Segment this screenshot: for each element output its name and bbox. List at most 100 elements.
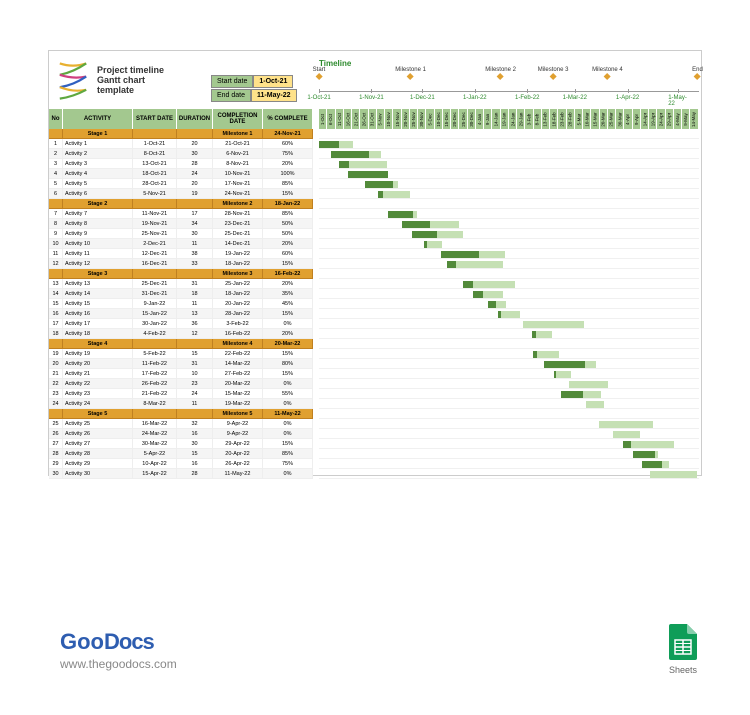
gantt-bar-bg xyxy=(498,311,520,318)
cell-no: 3 xyxy=(49,159,63,169)
stage-header-row: Stage 4Milestone 420-Mar-22 xyxy=(49,339,313,349)
cell-completion: 21-Oct-21 xyxy=(213,139,263,149)
gantt-date-col: 6-Oct xyxy=(327,109,335,129)
cell-activity: Activity 8 xyxy=(63,219,133,229)
cell-start: 17-Feb-22 xyxy=(133,369,177,379)
gantt-date-col: 10-Mar xyxy=(583,109,591,129)
gantt-bar-progress xyxy=(348,171,389,178)
timeline-milestone: Milestone 2 xyxy=(485,67,516,80)
cell-start: 16-Dec-21 xyxy=(133,259,177,269)
gantt-row xyxy=(319,289,699,299)
cell-duration: 30 xyxy=(177,229,213,239)
gantt-date-col: 28-Feb xyxy=(567,109,575,129)
gantt-date-col: 19-Apr xyxy=(649,109,657,129)
activity-row: 5Activity 528-Oct-212017-Nov-2185% xyxy=(49,179,313,189)
gantt-row xyxy=(319,259,699,269)
cell-duration: 11 xyxy=(177,399,213,409)
cell-start: 4-Feb-22 xyxy=(133,329,177,339)
cell-pct: 85% xyxy=(263,449,313,459)
activity-row: 8Activity 819-Nov-213423-Dec-2150% xyxy=(49,219,313,229)
cell-duration: 31 xyxy=(177,359,213,369)
milestone-name: Milestone 2 xyxy=(213,199,263,209)
activity-table-body: Stage 1Milestone 124-Nov-211Activity 11-… xyxy=(49,129,313,479)
cell-no: 25 xyxy=(49,419,63,429)
cell-activity: Activity 2 xyxy=(63,149,133,159)
brand-part-2: Docs xyxy=(104,629,154,654)
cell-activity: Activity 1 xyxy=(63,139,133,149)
cell-completion: 28-Jan-22 xyxy=(213,309,263,319)
cell-no: 23 xyxy=(49,389,63,399)
cell-pct: 75% xyxy=(263,459,313,469)
gantt-bar-progress xyxy=(402,221,431,228)
activity-row: 23Activity 2321-Feb-222415-Mar-2255% xyxy=(49,389,313,399)
cell-pct: 60% xyxy=(263,139,313,149)
cell-completion: 26-Apr-22 xyxy=(213,459,263,469)
cell-start: 11-Feb-22 xyxy=(133,359,177,369)
cell-pct: 15% xyxy=(263,189,313,199)
cell-duration: 17 xyxy=(177,209,213,219)
milestone-name: Milestone 1 xyxy=(213,129,263,139)
cell-duration: 13 xyxy=(177,309,213,319)
gantt-row xyxy=(319,449,699,459)
cell-duration: 23 xyxy=(177,379,213,389)
cell-activity: Activity 7 xyxy=(63,209,133,219)
activity-row: 1Activity 11-Oct-212021-Oct-2160% xyxy=(49,139,313,149)
cell-duration: 32 xyxy=(177,419,213,429)
stage-name: Stage 4 xyxy=(63,339,133,349)
cell-no: 5 xyxy=(49,179,63,189)
cell-duration: 15 xyxy=(177,449,213,459)
gantt-bar-progress xyxy=(554,371,557,378)
gantt-row xyxy=(319,239,699,249)
cell-start: 13-Oct-21 xyxy=(133,159,177,169)
gantt-date-col: 29-Jan xyxy=(517,109,525,129)
cell-completion: 10-Nov-21 xyxy=(213,169,263,179)
cell-activity: Activity 27 xyxy=(63,439,133,449)
title-line-3: template xyxy=(97,86,164,96)
gantt-bar-progress xyxy=(424,241,428,248)
cell-completion: 29-Apr-22 xyxy=(213,439,263,449)
cell-pct: 35% xyxy=(263,289,313,299)
cell-completion: 11-May-22 xyxy=(213,469,263,479)
gantt-date-col: 15-Dec xyxy=(443,109,451,129)
cell-completion: 9-Apr-22 xyxy=(213,419,263,429)
gantt-bar-bg xyxy=(586,401,605,408)
cell-activity: Activity 24 xyxy=(63,399,133,409)
gantt-date-col: 18-Feb xyxy=(550,109,558,129)
stage-name: Stage 1 xyxy=(63,129,133,139)
cell-pct: 60% xyxy=(263,249,313,259)
activity-row: 28Activity 285-Apr-221520-Apr-2285% xyxy=(49,449,313,459)
gantt-row xyxy=(319,399,699,409)
activity-row: 25Activity 2516-Mar-22329-Apr-220% xyxy=(49,419,313,429)
gantt-date-col: 30-Nov xyxy=(418,109,426,129)
cell-activity: Activity 12 xyxy=(63,259,133,269)
cell-no: 24 xyxy=(49,399,63,409)
gantt-date-col: 29-Apr xyxy=(666,109,674,129)
gantt-bar-progress xyxy=(365,181,394,188)
gantt-date-col: 5-Nov xyxy=(377,109,385,129)
cell-no: 8 xyxy=(49,219,63,229)
cell-activity: Activity 19 xyxy=(63,349,133,359)
gantt-bar-bg xyxy=(599,421,653,428)
cell-completion: 14-Dec-21 xyxy=(213,239,263,249)
cell-duration: 16 xyxy=(177,459,213,469)
cell-pct: 15% xyxy=(263,439,313,449)
cell-duration: 16 xyxy=(177,429,213,439)
cell-no: 20 xyxy=(49,359,63,369)
gantt-row xyxy=(319,359,699,369)
cell-pct: 0% xyxy=(263,469,313,479)
gantt-date-col: 5-Dec xyxy=(426,109,434,129)
cell-activity: Activity 9 xyxy=(63,229,133,239)
gantt-bar-progress xyxy=(339,161,348,168)
gantt-bar-progress xyxy=(498,311,501,318)
stage-header-row: Stage 5Milestone 511-May-22 xyxy=(49,409,313,419)
cell-duration: 15 xyxy=(177,349,213,359)
gantt-bar-bg xyxy=(569,381,608,388)
gantt-bar-progress xyxy=(412,231,437,238)
gantt-row xyxy=(319,249,699,259)
timeline-tick xyxy=(475,89,476,93)
cell-completion: 15-Mar-22 xyxy=(213,389,263,399)
cell-start: 5-Feb-22 xyxy=(133,349,177,359)
cell-completion: 18-Jan-22 xyxy=(213,289,263,299)
timeline-milestone: Milestone 1 xyxy=(395,67,426,80)
gantt-date-col: 30-Mar xyxy=(616,109,624,129)
